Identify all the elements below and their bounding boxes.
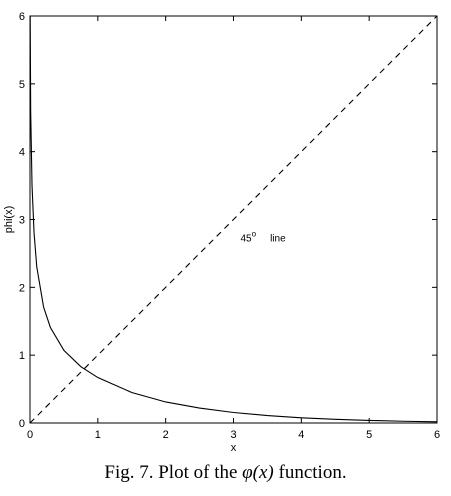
x-tick-label: 6 <box>434 429 440 441</box>
x-tick-label: 5 <box>366 429 372 441</box>
series-layer <box>29 15 438 424</box>
y-tick-label: 6 <box>19 11 25 23</box>
annotation-word: line <box>270 233 286 244</box>
caption-suffix: function. <box>273 462 347 483</box>
caption-math: φ(x) <box>242 462 274 483</box>
caption-prefix: Fig. 7. Plot of the <box>104 462 243 483</box>
annotation-number: 45 <box>241 233 253 244</box>
y-tick-label: 2 <box>19 282 25 294</box>
series-line-solid <box>29 15 438 423</box>
y-tick-label: 4 <box>19 147 25 159</box>
y-tick-label: 3 <box>19 215 25 227</box>
y-tick-label: 1 <box>19 350 25 362</box>
annotation-45-degree-line: 45o line <box>241 229 287 244</box>
x-tick-label: 1 <box>95 429 101 441</box>
axis-ticks <box>29 15 438 424</box>
x-tick-label: 2 <box>163 429 169 441</box>
series-line-dashed <box>29 15 438 424</box>
x-axis-label: x <box>231 442 237 454</box>
y-axis-label: phi(x) <box>3 206 15 234</box>
x-tick-label: 0 <box>27 429 33 441</box>
y-tick-label: 0 <box>19 418 25 430</box>
y-tick-label: 5 <box>19 79 25 91</box>
annotation-superscript: o <box>252 229 257 238</box>
x-tick-label: 4 <box>298 429 304 441</box>
figure-caption: Fig. 7. Plot of the φ(x) function. <box>0 462 451 484</box>
x-tick-label: 3 <box>230 429 236 441</box>
